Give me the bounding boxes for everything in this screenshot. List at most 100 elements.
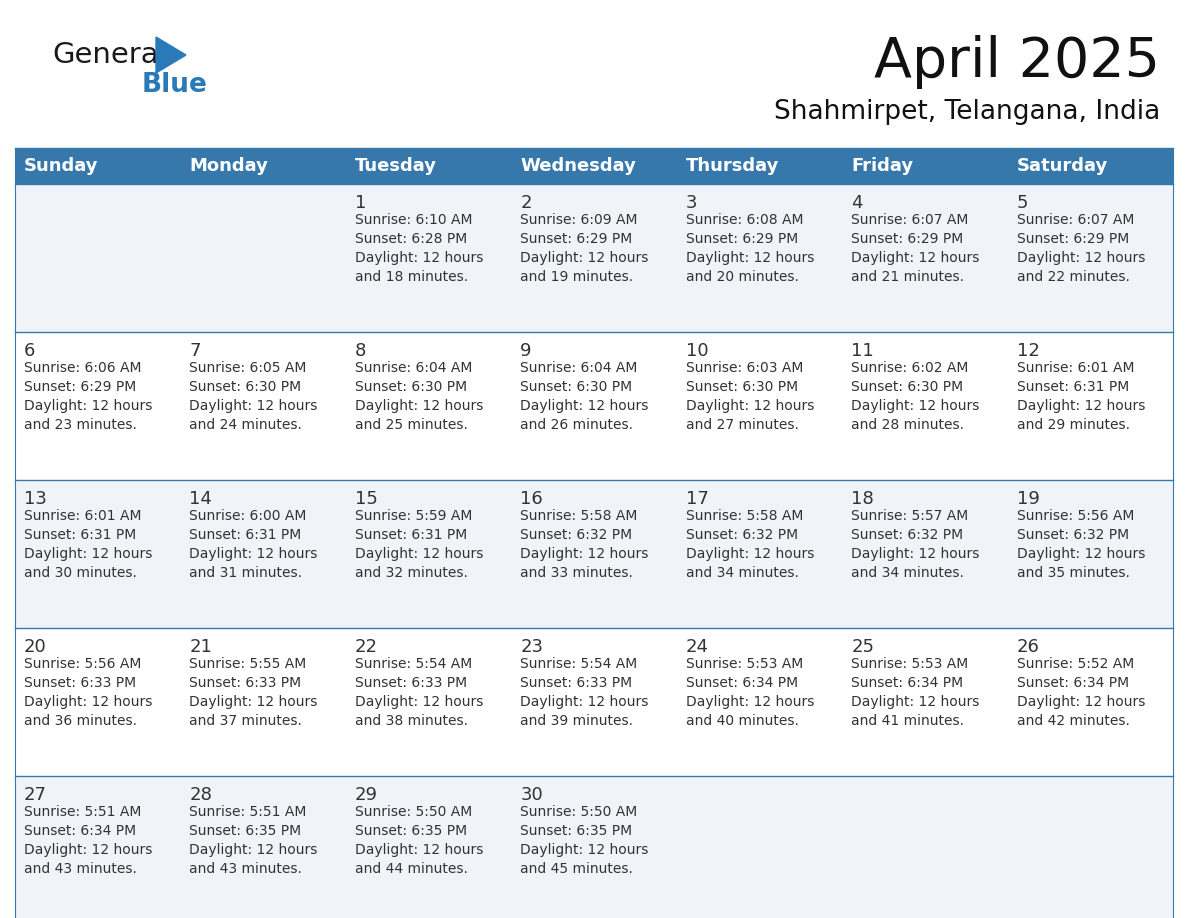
Text: Daylight: 12 hours: Daylight: 12 hours (851, 251, 980, 265)
Text: Shahmirpet, Telangana, India: Shahmirpet, Telangana, India (773, 99, 1159, 125)
Text: and 20 minutes.: and 20 minutes. (685, 270, 798, 284)
Text: and 28 minutes.: and 28 minutes. (851, 418, 965, 432)
Text: Sunset: 6:35 PM: Sunset: 6:35 PM (520, 824, 632, 838)
Text: Daylight: 12 hours: Daylight: 12 hours (520, 695, 649, 709)
Text: Sunset: 6:35 PM: Sunset: 6:35 PM (355, 824, 467, 838)
Text: Daylight: 12 hours: Daylight: 12 hours (851, 695, 980, 709)
Text: Sunset: 6:29 PM: Sunset: 6:29 PM (1017, 232, 1129, 246)
Text: and 41 minutes.: and 41 minutes. (851, 714, 965, 728)
Bar (181, 332, 346, 480)
Text: Wednesday: Wednesday (520, 157, 636, 175)
Text: and 29 minutes.: and 29 minutes. (1017, 418, 1130, 432)
Text: 23: 23 (520, 638, 543, 656)
Text: Sunrise: 6:01 AM: Sunrise: 6:01 AM (1017, 361, 1135, 375)
Text: 20: 20 (24, 638, 46, 656)
Text: Daylight: 12 hours: Daylight: 12 hours (24, 695, 152, 709)
Bar (511, 332, 677, 480)
Text: Sunrise: 5:59 AM: Sunrise: 5:59 AM (355, 509, 473, 523)
Text: Sunset: 6:30 PM: Sunset: 6:30 PM (355, 380, 467, 394)
Text: Daylight: 12 hours: Daylight: 12 hours (355, 399, 484, 413)
Bar (346, 184, 511, 332)
Text: Sunset: 6:35 PM: Sunset: 6:35 PM (189, 824, 302, 838)
Text: General: General (52, 41, 166, 69)
Text: and 25 minutes.: and 25 minutes. (355, 418, 468, 432)
Text: Sunset: 6:34 PM: Sunset: 6:34 PM (1017, 676, 1129, 690)
Bar (346, 628, 511, 776)
Text: Daylight: 12 hours: Daylight: 12 hours (24, 399, 152, 413)
Bar (15, 776, 181, 918)
Text: 14: 14 (189, 490, 213, 508)
Text: Sunset: 6:31 PM: Sunset: 6:31 PM (355, 528, 467, 542)
Bar (842, 628, 1007, 776)
Text: Daylight: 12 hours: Daylight: 12 hours (355, 547, 484, 561)
Text: Sunrise: 5:52 AM: Sunrise: 5:52 AM (1017, 657, 1133, 671)
Bar (346, 332, 511, 480)
Text: Sunrise: 6:04 AM: Sunrise: 6:04 AM (520, 361, 638, 375)
Text: Sunrise: 5:50 AM: Sunrise: 5:50 AM (355, 805, 472, 819)
Bar (181, 776, 346, 918)
Text: Sunrise: 6:05 AM: Sunrise: 6:05 AM (189, 361, 307, 375)
Text: Sunset: 6:32 PM: Sunset: 6:32 PM (851, 528, 963, 542)
Text: Daylight: 12 hours: Daylight: 12 hours (24, 547, 152, 561)
Bar (677, 332, 842, 480)
Bar (1007, 148, 1173, 184)
Text: Daylight: 12 hours: Daylight: 12 hours (851, 399, 980, 413)
Text: Daylight: 12 hours: Daylight: 12 hours (685, 547, 814, 561)
Text: and 31 minutes.: and 31 minutes. (189, 566, 303, 580)
Bar (677, 148, 842, 184)
Text: and 38 minutes.: and 38 minutes. (355, 714, 468, 728)
Text: Sunset: 6:29 PM: Sunset: 6:29 PM (685, 232, 798, 246)
Text: Sunrise: 5:51 AM: Sunrise: 5:51 AM (24, 805, 141, 819)
Text: Sunset: 6:31 PM: Sunset: 6:31 PM (24, 528, 137, 542)
Text: and 22 minutes.: and 22 minutes. (1017, 270, 1130, 284)
Text: Sunrise: 5:57 AM: Sunrise: 5:57 AM (851, 509, 968, 523)
Text: and 26 minutes.: and 26 minutes. (520, 418, 633, 432)
Text: 27: 27 (24, 786, 48, 804)
Text: Daylight: 12 hours: Daylight: 12 hours (1017, 547, 1145, 561)
Text: 18: 18 (851, 490, 874, 508)
Bar (842, 332, 1007, 480)
Text: Sunset: 6:32 PM: Sunset: 6:32 PM (520, 528, 632, 542)
Text: Sunset: 6:32 PM: Sunset: 6:32 PM (1017, 528, 1129, 542)
Text: Sunrise: 5:58 AM: Sunrise: 5:58 AM (685, 509, 803, 523)
Bar (181, 628, 346, 776)
Text: Sunrise: 6:10 AM: Sunrise: 6:10 AM (355, 213, 473, 227)
Text: 9: 9 (520, 342, 532, 360)
Bar (511, 184, 677, 332)
Text: Sunrise: 5:54 AM: Sunrise: 5:54 AM (355, 657, 472, 671)
Bar (1007, 480, 1173, 628)
Bar (15, 332, 181, 480)
Text: and 18 minutes.: and 18 minutes. (355, 270, 468, 284)
Text: Daylight: 12 hours: Daylight: 12 hours (685, 695, 814, 709)
Text: 16: 16 (520, 490, 543, 508)
Text: Thursday: Thursday (685, 157, 779, 175)
Bar (677, 628, 842, 776)
Text: Sunset: 6:31 PM: Sunset: 6:31 PM (189, 528, 302, 542)
Text: 24: 24 (685, 638, 709, 656)
Text: 30: 30 (520, 786, 543, 804)
Bar (677, 776, 842, 918)
Text: Daylight: 12 hours: Daylight: 12 hours (520, 399, 649, 413)
Text: Sunset: 6:33 PM: Sunset: 6:33 PM (355, 676, 467, 690)
Bar (677, 184, 842, 332)
Text: 26: 26 (1017, 638, 1040, 656)
Text: Sunrise: 6:09 AM: Sunrise: 6:09 AM (520, 213, 638, 227)
Text: Daylight: 12 hours: Daylight: 12 hours (355, 251, 484, 265)
Text: and 43 minutes.: and 43 minutes. (24, 862, 137, 876)
Text: 4: 4 (851, 194, 862, 212)
Text: Sunset: 6:33 PM: Sunset: 6:33 PM (24, 676, 137, 690)
Bar (511, 776, 677, 918)
Text: 19: 19 (1017, 490, 1040, 508)
Text: Sunrise: 6:01 AM: Sunrise: 6:01 AM (24, 509, 141, 523)
Bar (15, 184, 181, 332)
Text: Sunset: 6:29 PM: Sunset: 6:29 PM (24, 380, 137, 394)
Text: Sunset: 6:30 PM: Sunset: 6:30 PM (851, 380, 963, 394)
Text: Sunset: 6:29 PM: Sunset: 6:29 PM (520, 232, 632, 246)
Text: Sunset: 6:32 PM: Sunset: 6:32 PM (685, 528, 798, 542)
Text: Daylight: 12 hours: Daylight: 12 hours (189, 695, 318, 709)
Text: Sunrise: 6:00 AM: Sunrise: 6:00 AM (189, 509, 307, 523)
Text: Sunrise: 6:02 AM: Sunrise: 6:02 AM (851, 361, 968, 375)
Text: Sunset: 6:34 PM: Sunset: 6:34 PM (24, 824, 137, 838)
Text: 2: 2 (520, 194, 532, 212)
Text: and 32 minutes.: and 32 minutes. (355, 566, 468, 580)
